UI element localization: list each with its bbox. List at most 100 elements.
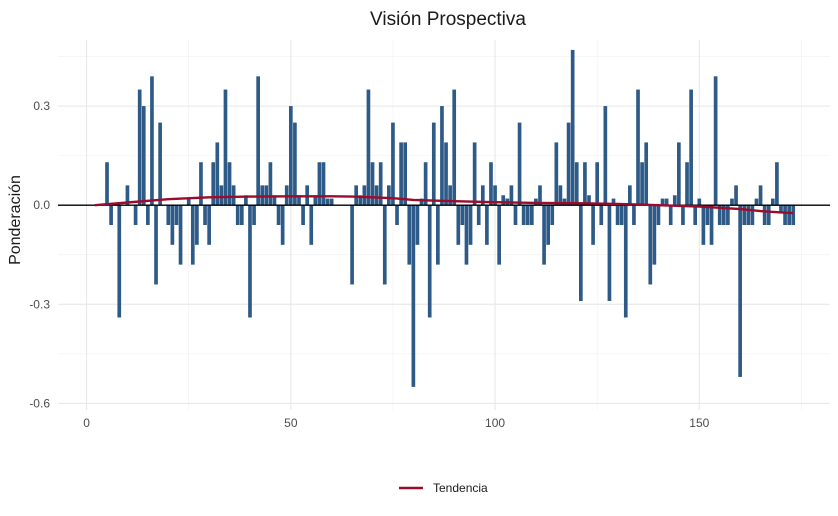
x-tick-label: 100	[485, 416, 505, 430]
bar	[354, 185, 359, 206]
bar	[444, 142, 448, 206]
y-tick-label: 0.3	[33, 99, 50, 113]
bar	[195, 205, 199, 245]
bar	[701, 205, 706, 245]
bar	[758, 185, 763, 206]
bar	[117, 205, 122, 318]
bar	[636, 89, 640, 206]
bar	[480, 185, 485, 206]
bar	[158, 122, 162, 206]
bar	[591, 205, 595, 245]
bar	[681, 205, 685, 225]
bar	[611, 198, 616, 206]
bar	[186, 198, 191, 206]
bar	[276, 205, 281, 225]
bar	[256, 76, 260, 206]
bar	[448, 185, 452, 206]
bar	[558, 185, 563, 206]
bar	[293, 122, 297, 206]
bar	[574, 162, 579, 206]
bar	[550, 205, 555, 225]
bar	[783, 205, 787, 225]
bar	[603, 106, 608, 206]
bar	[329, 198, 334, 206]
bar	[391, 122, 395, 206]
bar	[325, 198, 330, 206]
bar	[211, 162, 216, 206]
bar	[248, 205, 252, 318]
bar	[538, 185, 542, 206]
bar	[154, 205, 158, 285]
x-tick-label: 0	[83, 416, 90, 430]
bar	[219, 185, 224, 206]
bar	[203, 205, 207, 225]
bar	[546, 205, 550, 245]
bar	[264, 185, 269, 206]
bar	[656, 205, 661, 225]
bar	[268, 162, 273, 206]
bar	[742, 205, 747, 225]
bar	[133, 205, 138, 225]
bar	[664, 198, 669, 206]
bar	[419, 198, 424, 206]
bar	[775, 162, 779, 206]
bar	[513, 205, 518, 225]
bar	[125, 185, 130, 206]
bar	[623, 205, 628, 318]
bar	[223, 89, 228, 206]
trend-line	[94, 195, 794, 215]
bar	[395, 205, 399, 225]
bar	[521, 205, 526, 225]
bar	[146, 205, 150, 225]
bar	[693, 205, 698, 225]
bar	[730, 198, 734, 206]
bar	[468, 205, 473, 245]
bar	[317, 162, 322, 206]
x-tick-label: 50	[284, 416, 298, 430]
bar	[746, 205, 751, 225]
bar	[619, 205, 624, 225]
bar	[370, 162, 375, 206]
bar	[754, 198, 759, 206]
bar	[726, 205, 730, 225]
bar	[358, 195, 363, 206]
bar	[566, 122, 571, 206]
bar	[501, 195, 506, 206]
bar	[456, 205, 461, 245]
bar	[779, 205, 783, 212]
bar	[105, 162, 109, 206]
bar	[260, 185, 265, 206]
bar	[288, 106, 293, 206]
bar	[280, 205, 285, 245]
bar	[677, 142, 681, 206]
bar	[705, 205, 710, 225]
bar	[554, 142, 559, 206]
bar	[387, 185, 391, 206]
bar	[440, 106, 444, 206]
y-tick-label: -0.3	[29, 297, 50, 311]
bar	[485, 205, 489, 245]
bar	[321, 162, 326, 206]
bar	[109, 205, 113, 225]
bar	[170, 205, 175, 245]
bar	[350, 205, 354, 285]
bar	[137, 89, 142, 206]
bar	[190, 205, 195, 265]
bar	[272, 195, 277, 206]
y-tick-label: 0.0	[33, 198, 50, 212]
bar	[452, 89, 457, 206]
bar	[464, 205, 469, 265]
bar	[652, 205, 657, 265]
bar	[252, 205, 256, 225]
bar	[525, 205, 530, 225]
bar	[562, 198, 567, 206]
bar	[423, 162, 428, 206]
bar	[578, 205, 583, 301]
bar	[227, 162, 232, 206]
bar	[178, 205, 183, 265]
bar	[415, 205, 420, 245]
bar	[570, 49, 575, 206]
bar	[583, 162, 587, 206]
bar	[378, 162, 383, 206]
